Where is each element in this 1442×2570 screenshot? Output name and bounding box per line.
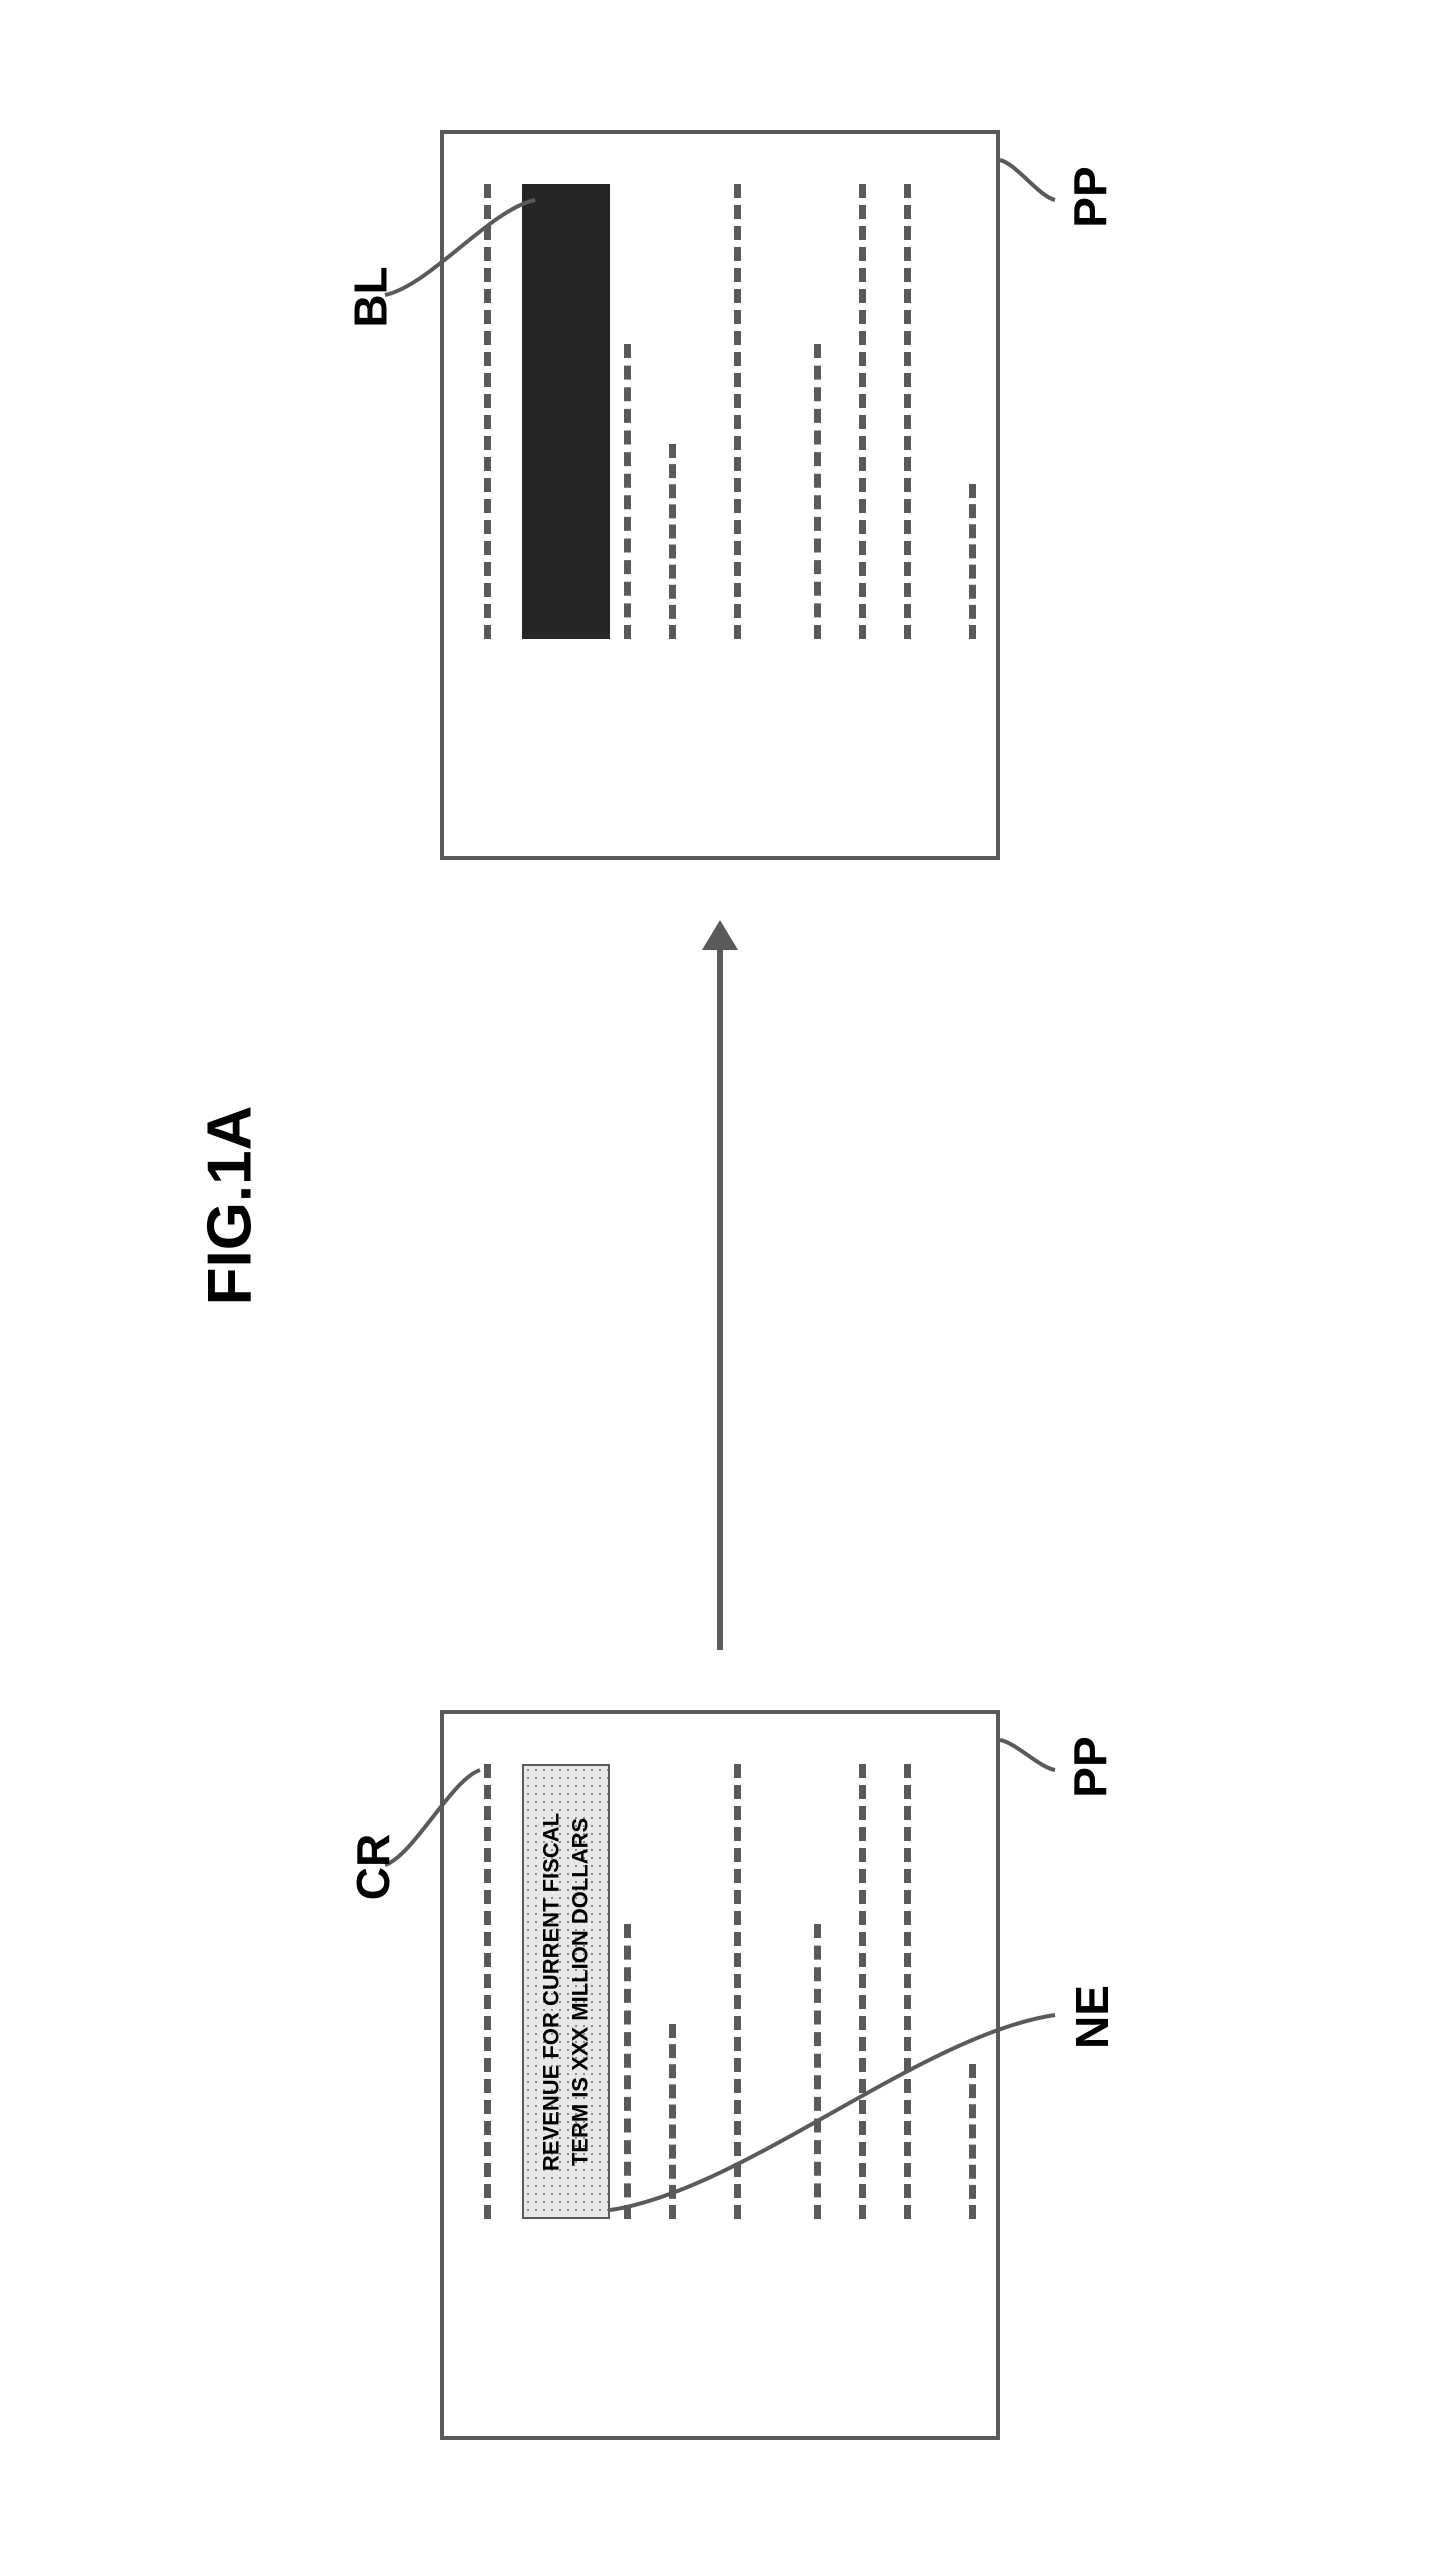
leader-PP-top: [1000, 160, 1055, 200]
text-line-placeholder: [484, 1764, 491, 2219]
document-panel-redacted: [440, 130, 1000, 860]
callout-label-NE: NE: [1065, 1985, 1119, 2049]
text-line-placeholder: [669, 444, 676, 639]
text-line-placeholder: [624, 1924, 631, 2219]
text-line-placeholder: [969, 484, 976, 639]
highlighted-region: REVENUE FOR CURRENT FISCALTERM IS XXX MI…: [522, 1764, 610, 2219]
leader-PP-bot: [1000, 1740, 1055, 1770]
highlighted-text: REVENUE FOR CURRENT FISCALTERM IS XXX MI…: [537, 1772, 594, 2212]
text-line-placeholder: [814, 1924, 821, 2219]
callout-label-PP-bot: PP: [1064, 1736, 1118, 1797]
redacted-block: [522, 184, 610, 639]
document-panel-highlighted: REVENUE FOR CURRENT FISCALTERM IS XXX MI…: [440, 1710, 1000, 2440]
callout-label-PP-top: PP: [1064, 166, 1118, 227]
text-line-placeholder: [669, 2024, 676, 2219]
callout-label-CR: CR: [346, 1834, 400, 1900]
text-line-placeholder: [484, 184, 491, 639]
text-line-placeholder: [734, 1764, 741, 2219]
text-line-placeholder: [904, 1764, 911, 2219]
figure-fig1a: FIG.1A REVENUE FOR CURRENT FISCALTERM IS …: [40, 40, 1402, 2530]
callout-label-BL: BL: [344, 266, 398, 327]
text-line-placeholder: [624, 344, 631, 639]
text-line-placeholder: [859, 184, 866, 639]
figure-title: FIG.1A: [194, 1106, 265, 1306]
text-line-placeholder: [969, 2064, 976, 2219]
text-line-placeholder: [814, 344, 821, 639]
text-line-placeholder: [734, 184, 741, 639]
text-line-placeholder: [904, 184, 911, 639]
text-line-placeholder: [859, 1764, 866, 2219]
transform-arrow-head: [702, 920, 738, 950]
